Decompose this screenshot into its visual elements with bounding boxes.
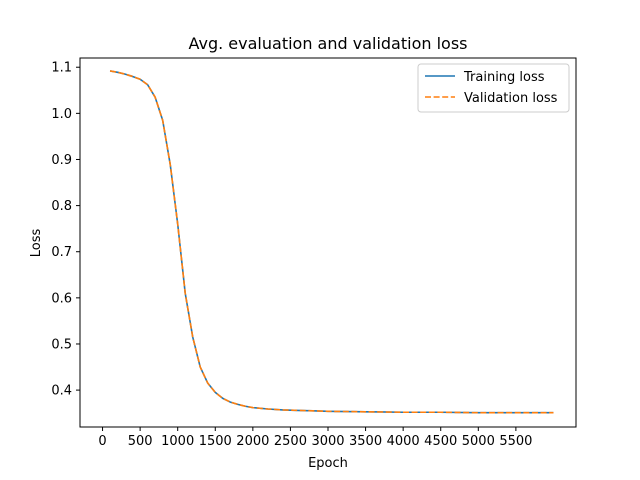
legend: Training loss Validation loss [417,63,570,113]
y-tick-label: 1.1 [51,61,72,76]
chart-title: Avg. evaluation and validation loss [189,34,468,53]
y-axis-label: Loss [29,229,44,258]
x-tick-label: 1500 [199,434,232,449]
y-tick-label: 0.8 [51,199,72,214]
y-tick-label: 1.0 [51,107,72,122]
x-tick-label: 3500 [349,434,382,449]
y-tick-label: 0.4 [51,384,72,399]
x-tick-label: 4000 [387,434,420,449]
x-axis: 0 500 1000 1500 2000 2500 3000 3500 4000 4500 5000… [98,427,532,449]
y-tick-label: 0.5 [51,337,72,352]
y-tick-label: 0.9 [51,153,72,168]
x-tick-label: 1000 [161,434,194,449]
x-tick-label: 500 [128,434,153,449]
x-tick-label: 5500 [499,434,532,449]
series-line-validation [109,70,554,414]
y-tick-label: 0.6 [51,291,72,306]
x-tick-label: 2000 [236,434,269,449]
x-tick-label: 4500 [424,434,457,449]
x-tick-label: 5000 [462,434,495,449]
legend-label-training: Training loss [463,70,545,85]
x-tick-label: 3000 [311,434,344,449]
x-tick-label: 2500 [274,434,307,449]
x-tick-label: 0 [98,434,106,449]
plot-area [109,70,554,414]
y-axis: 0.4 0.5 0.6 0.7 0.8 0.9 1.0 1.1 [51,61,80,399]
legend-label-validation: Validation loss [464,91,558,106]
y-tick-label: 0.7 [51,245,72,260]
x-axis-label: Epoch [308,456,348,471]
legend-box [417,63,570,113]
